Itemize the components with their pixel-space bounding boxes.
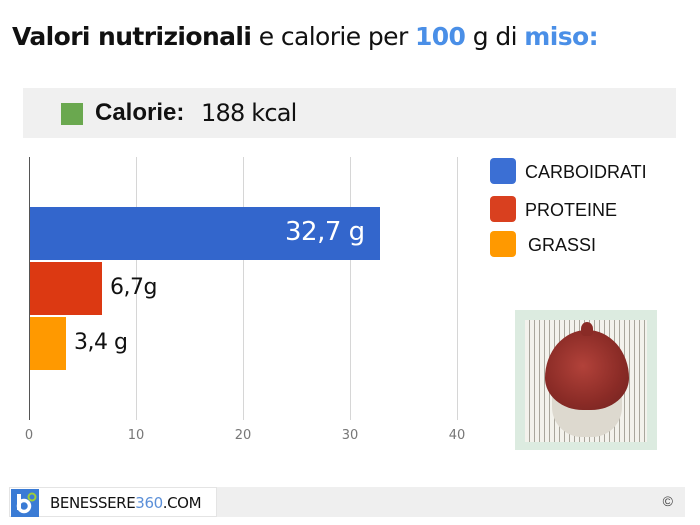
brand-name: BENESSERE360.COM <box>50 494 202 512</box>
calories-value: 188 kcal <box>201 99 297 127</box>
gridline-10 <box>136 157 137 420</box>
gridline-30 <box>350 157 351 420</box>
x-tick-20: 20 <box>234 428 252 443</box>
title-food: miso: <box>524 22 598 51</box>
bar-carboidrati <box>30 207 380 260</box>
legend-label: GRASSI <box>528 235 597 255</box>
title-mid: e calorie per <box>251 22 415 51</box>
x-tick-10: 10 <box>127 428 145 443</box>
gridline-20 <box>243 157 244 420</box>
miso-paste-tip <box>581 322 593 336</box>
benessere-logo-icon <box>11 489 39 517</box>
x-tick-40: 40 <box>448 428 466 443</box>
legend-label: PROTEINE <box>525 200 618 220</box>
title-bold: Valori nutrizionali <box>12 22 252 51</box>
calories-label: Calorie: <box>95 99 185 126</box>
miso-paste <box>545 330 629 410</box>
brand-suffix: .COM <box>162 494 202 512</box>
title-amount: 100 <box>414 22 466 51</box>
brand-logo[interactable]: BENESSERE360.COM <box>9 487 217 517</box>
brand-prefix: BENESSERE <box>50 494 136 512</box>
title-unit: g di <box>465 22 525 51</box>
miso-photo <box>515 310 657 450</box>
bar-grassi <box>30 317 66 370</box>
brand-number: 360 <box>135 494 163 512</box>
page-title: Valori nutrizionali e calorie per 100 g … <box>12 22 599 62</box>
bar-label-proteine: 6,7g <box>110 275 157 300</box>
bar-label-carboidrati: 32,7 g <box>285 217 365 247</box>
legend-swatch-icon <box>490 196 516 222</box>
x-tick-30: 30 <box>341 428 359 443</box>
legend-swatch-icon <box>490 158 516 184</box>
legend-swatch-icon <box>490 231 516 257</box>
copyright-icon: © <box>662 493 673 509</box>
legend-label: CARBOIDRATI <box>525 162 647 182</box>
bar-chart: 0 10 20 30 40 32,7 g 6,7g 3,4 g <box>24 157 466 443</box>
bar-label-grassi: 3,4 g <box>74 330 128 355</box>
calories-banner: Calorie: 188 kcal <box>23 88 676 138</box>
y-axis-line <box>29 157 30 420</box>
gridline-40 <box>457 157 458 420</box>
x-tick-0: 0 <box>24 428 34 443</box>
calories-swatch-icon <box>61 103 83 125</box>
bar-proteine <box>30 262 102 315</box>
footer-bar: BENESSERE360.COM © <box>9 487 685 517</box>
